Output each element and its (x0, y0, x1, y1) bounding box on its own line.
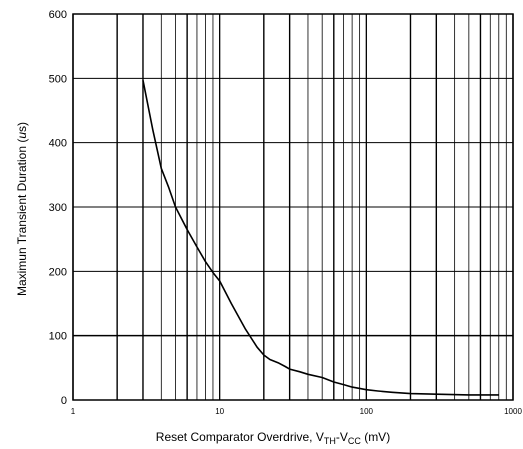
x-tick-labels: 1 10 100 1000 (71, 407, 523, 416)
x-tick-label: 1 (71, 407, 76, 416)
y-tick-label: 200 (49, 266, 67, 278)
plot-frame (72, 13, 514, 401)
x-tick-label: 1000 (504, 407, 522, 416)
y-tick-label: 300 (49, 202, 67, 214)
y-tick-label: 500 (49, 73, 67, 85)
x-tick-label: 100 (360, 407, 374, 416)
y-axis-label: Maximun Transient Duration (us) (15, 122, 29, 296)
series-line (142, 80, 499, 396)
y-tick-label: 0 (61, 395, 67, 407)
x-axis-label: Reset Comparator Overdrive, VTH-VCC (mV) (156, 430, 390, 446)
y-tick-label: 100 (49, 331, 67, 343)
y-tick-label: 400 (49, 138, 67, 150)
y-tick-labels: 0 100 200 300 400 500 600 (49, 9, 67, 407)
y-tick-label: 600 (49, 9, 67, 21)
x-tick-label: 10 (215, 407, 224, 416)
major-gridlines (72, 13, 514, 401)
